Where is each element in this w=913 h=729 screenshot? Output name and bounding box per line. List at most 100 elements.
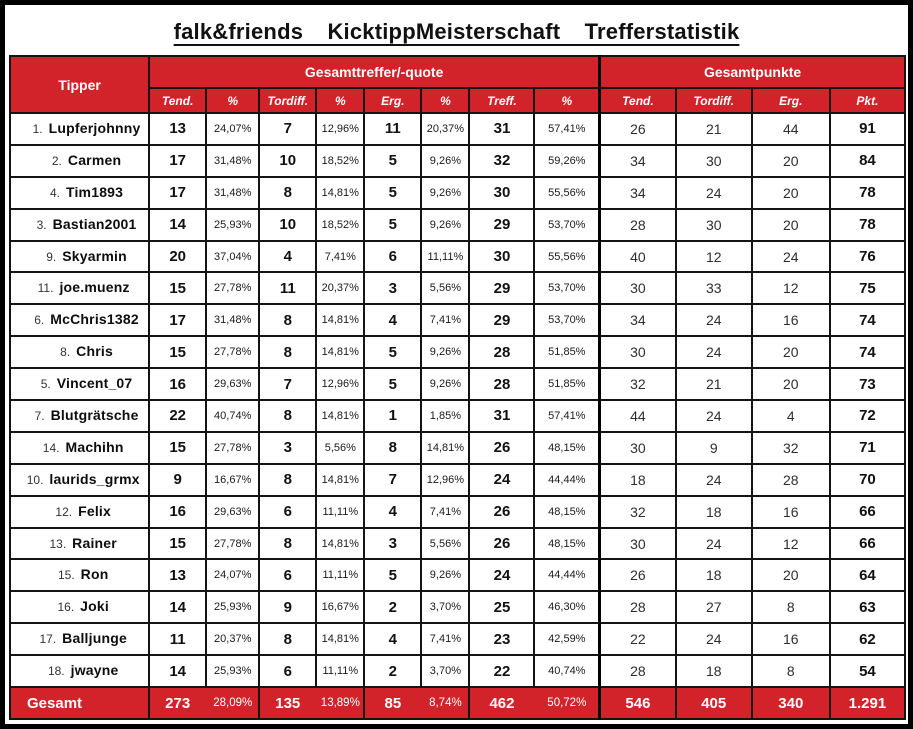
punkte-tend-value: 32 [598, 367, 677, 402]
tordiff-value: 6 [258, 558, 318, 593]
tipper-cell: 18. jwayne [8, 654, 151, 689]
erg-value: 5 [363, 558, 423, 593]
punkte-pkt-value: 84 [828, 143, 907, 178]
tend-pct-value: 31,48% [205, 175, 261, 210]
treff-value: 28 [468, 335, 536, 370]
totals-label: Gesamt [8, 686, 151, 721]
tipper-cell: 1. Lupferjohnny [8, 112, 151, 146]
punkte-tend-value: 26 [598, 558, 677, 593]
table-row: 8. Chris 15 27,78% 8 14,81% 5 9,26% 28 51… [8, 335, 907, 370]
punkte-tend-value: 34 [598, 143, 677, 178]
total-erg: 85 [363, 686, 423, 721]
tordiff-value: 7 [258, 367, 318, 402]
tordiff-value: 10 [258, 143, 318, 178]
tend-pct-value: 27,78% [205, 430, 261, 465]
tipper-name: Joki [80, 598, 109, 615]
treff-pct-value: 59,26% [533, 143, 601, 178]
treff-value: 23 [468, 622, 536, 657]
erg-pct-value: 11,11% [420, 239, 471, 274]
erg-value: 4 [363, 494, 423, 529]
tend-pct-value: 24,07% [205, 558, 261, 593]
column-header-punkte-tordiff: Tordiff. [674, 87, 753, 114]
tend-pct-value: 16,67% [205, 462, 261, 497]
column-header-erg-pct: % [420, 87, 471, 114]
punkte-tordiff-value: 18 [674, 654, 753, 689]
tipper-name: Vincent_07 [56, 375, 133, 392]
punkte-tend-value: 30 [598, 430, 677, 465]
erg-value: 4 [363, 303, 423, 338]
treff-pct-value: 44,44% [533, 558, 601, 593]
punkte-pkt-value: 66 [828, 494, 907, 529]
column-header-punkte-tend: Tend. [598, 87, 677, 114]
tipper-cell: 17. Balljunge [8, 622, 151, 657]
tordiff-pct-value: 16,67% [315, 590, 366, 625]
punkte-tordiff-value: 12 [674, 239, 753, 274]
tipper-cell: 3. Bastian2001 [8, 207, 151, 242]
treff-pct-value: 57,41% [533, 399, 601, 433]
tordiff-value: 8 [258, 335, 318, 370]
tend-value: 14 [148, 207, 208, 242]
total-tend-pct: 28,09% [205, 686, 261, 721]
tordiff-pct-value: 14,81% [315, 335, 366, 370]
treff-value: 31 [468, 399, 536, 433]
punkte-tend-value: 44 [598, 399, 677, 433]
punkte-tend-value: 30 [598, 271, 677, 306]
rank-label: 7. [34, 408, 45, 423]
tipper-name: McChris1382 [50, 311, 139, 328]
punkte-erg-value: 24 [750, 239, 831, 274]
punkte-erg-value: 4 [750, 399, 831, 433]
punkte-tordiff-value: 24 [674, 303, 753, 338]
erg-pct-value: 20,37% [420, 112, 471, 146]
punkte-tend-value: 28 [598, 207, 677, 242]
punkte-pkt-value: 72 [828, 399, 907, 433]
totals-row: Gesamt 273 28,09% 135 13,89% 85 8,74% 46… [8, 686, 907, 721]
rank-label: 14. [42, 440, 60, 455]
total-punkte-erg: 340 [750, 686, 831, 721]
erg-value: 1 [363, 399, 423, 433]
punkte-pkt-value: 74 [828, 335, 907, 370]
tipper-name: Felix [78, 502, 112, 519]
table-row: 9. Skyarmin 20 37,04% 4 7,41% 6 11,11% 30… [8, 239, 907, 274]
punkte-pkt-value: 76 [828, 239, 907, 274]
tordiff-value: 6 [258, 654, 318, 689]
tordiff-pct-value: 14,81% [315, 175, 366, 210]
punkte-tordiff-value: 24 [674, 399, 753, 433]
punkte-erg-value: 12 [750, 526, 831, 561]
punkte-tordiff-value: 24 [674, 622, 753, 657]
tipper-name: Balljunge [62, 630, 127, 647]
rank-label: 11. [37, 281, 54, 296]
tend-pct-value: 27,78% [205, 271, 261, 306]
tordiff-value: 8 [258, 622, 318, 657]
tend-value: 14 [148, 590, 208, 625]
tipper-cell: 10. laurids_grmx [8, 462, 151, 497]
erg-pct-value: 9,26% [420, 175, 471, 210]
tend-value: 17 [148, 303, 208, 338]
punkte-pkt-value: 63 [828, 590, 907, 625]
tordiff-value: 8 [258, 526, 318, 561]
punkte-pkt-value: 74 [828, 303, 907, 338]
table-header: Tipper Gesamttreffer/-quote Gesamtpunkte… [8, 55, 907, 114]
table-row: 2. Carmen 17 31,48% 10 18,52% 5 9,26% 32 … [8, 143, 907, 178]
tordiff-pct-value: 20,37% [315, 271, 366, 306]
punkte-tend-value: 26 [598, 112, 677, 146]
treff-value: 22 [468, 654, 536, 689]
rank-label: 12. [55, 504, 73, 519]
erg-value: 5 [363, 143, 423, 178]
treff-pct-value: 53,70% [533, 303, 601, 338]
punkte-tordiff-value: 18 [674, 494, 753, 529]
erg-pct-value: 3,70% [420, 654, 471, 689]
tend-pct-value: 25,93% [205, 590, 261, 625]
punkte-erg-value: 16 [750, 622, 831, 657]
punkte-tend-value: 34 [598, 175, 677, 210]
tipper-cell: 7. Blutgrätsche [8, 399, 151, 433]
treff-pct-value: 42,59% [533, 622, 601, 657]
punkte-tend-value: 40 [598, 239, 677, 274]
punkte-tordiff-value: 9 [674, 430, 753, 465]
treff-pct-value: 48,15% [533, 526, 601, 561]
tend-value: 11 [148, 622, 208, 657]
table-row: 17. Balljunge 11 20,37% 8 14,81% 4 7,41% … [8, 622, 907, 657]
tordiff-value: 10 [258, 207, 318, 242]
punkte-tend-value: 28 [598, 654, 677, 689]
column-header-tordiff: Tordiff. [258, 87, 318, 114]
table-row: 3. Bastian2001 14 25,93% 10 18,52% 5 9,26… [8, 207, 907, 242]
